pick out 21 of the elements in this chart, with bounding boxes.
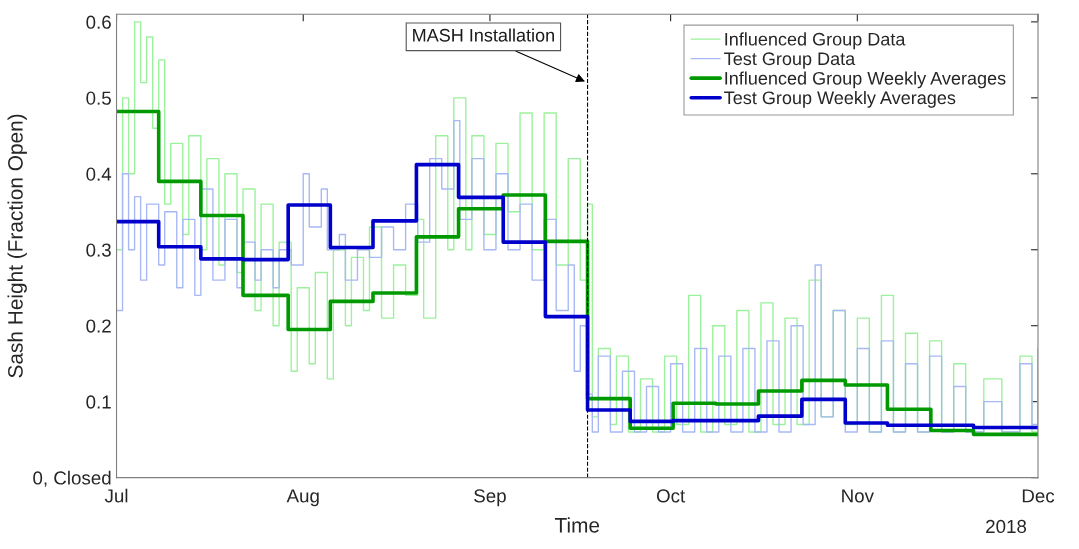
- y-tick-label: 0.4: [86, 167, 112, 181]
- y-tick-label: 0, Closed: [33, 470, 111, 487]
- x-tick-label: Sep: [474, 489, 506, 507]
- ref-line-label: MASH Installation: [413, 28, 554, 42]
- legend-label: Influenced Group Weekly Averages: [725, 71, 1006, 89]
- legend-label: Test Group Data: [724, 52, 856, 69]
- y-tick-label: 0.1: [86, 395, 111, 409]
- x-tick-label: Oct: [656, 489, 686, 503]
- y-tick-label: 0.3: [86, 243, 111, 257]
- legend-label: Influenced Group Data: [725, 32, 906, 50]
- y-axis-title: Sash Height (Fraction Open): [7, 114, 27, 378]
- x-axis-title: Time: [554, 517, 600, 533]
- y-tick-label: 0.2: [86, 319, 111, 333]
- x-tick-label: Aug: [286, 489, 319, 507]
- y-tick-label: 0.6: [86, 15, 111, 29]
- x-tick-label: Jul: [104, 488, 128, 503]
- y-tick-label: 0.5: [86, 91, 111, 105]
- legend-label: Test Group Weekly Averages: [724, 90, 956, 108]
- x-tick-label: Dec: [1022, 489, 1055, 503]
- text: 2018: [986, 519, 1027, 534]
- x-tick-label: Nov: [842, 489, 874, 503]
